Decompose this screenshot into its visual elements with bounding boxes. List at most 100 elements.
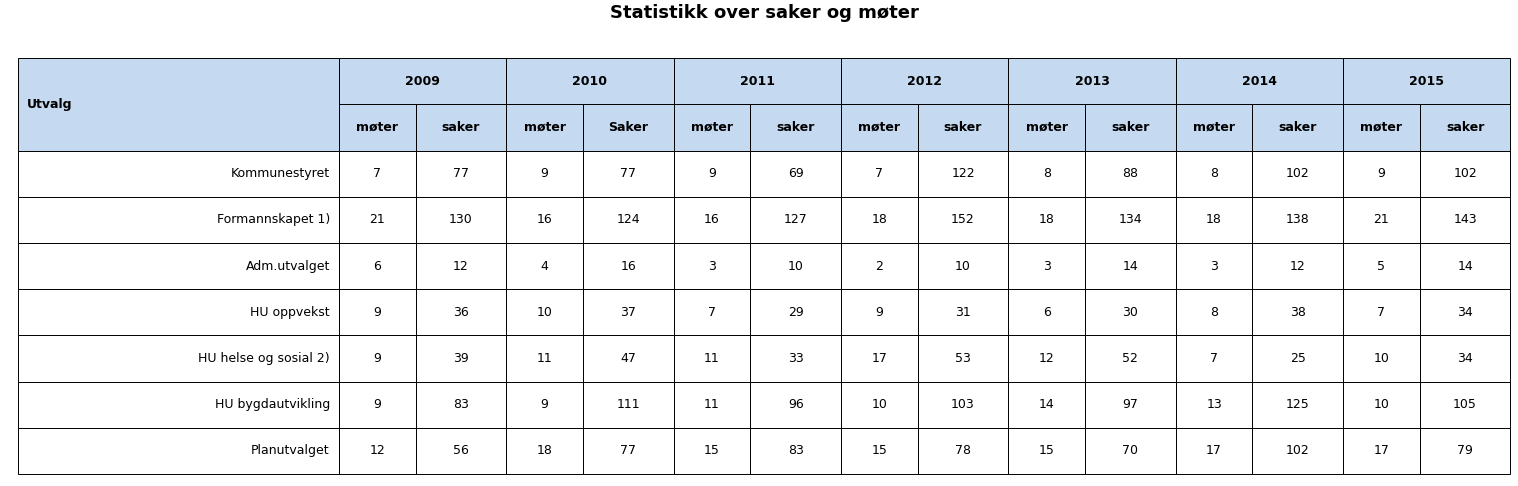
Bar [1008, 428, 1085, 474]
Text: 11: 11 [537, 352, 553, 365]
Text: 18: 18 [1038, 213, 1055, 226]
Text: Saker: Saker [609, 121, 648, 134]
Text: 47: 47 [621, 352, 636, 365]
Bar [1176, 428, 1252, 474]
Bar [674, 58, 841, 104]
Bar [507, 335, 583, 382]
Text: 77: 77 [621, 444, 636, 457]
Bar [750, 428, 841, 474]
Text: 10: 10 [537, 306, 553, 319]
Text: 17: 17 [1374, 444, 1389, 457]
Text: 10: 10 [871, 398, 888, 411]
Bar [18, 335, 339, 382]
Bar [339, 104, 416, 151]
Bar [841, 382, 918, 428]
Text: 53: 53 [955, 352, 972, 365]
Text: 77: 77 [621, 167, 636, 180]
Bar [339, 335, 416, 382]
Text: 3: 3 [1043, 260, 1050, 273]
Bar [750, 104, 841, 151]
Bar [918, 151, 1008, 197]
Bar [507, 104, 583, 151]
Text: 111: 111 [616, 398, 641, 411]
Bar [750, 197, 841, 243]
Bar [339, 243, 416, 289]
Bar [416, 197, 507, 243]
Bar [1343, 58, 1510, 104]
Text: 2014: 2014 [1242, 75, 1277, 88]
Bar [339, 428, 416, 474]
Bar [583, 151, 674, 197]
Text: 134: 134 [1119, 213, 1142, 226]
Bar [1419, 151, 1510, 197]
Bar [1252, 382, 1343, 428]
Text: 12: 12 [452, 260, 469, 273]
Bar [1176, 335, 1252, 382]
Bar [583, 289, 674, 335]
Bar [583, 428, 674, 474]
Bar [841, 428, 918, 474]
Bar [750, 382, 841, 428]
Bar [1252, 243, 1343, 289]
Bar [1419, 197, 1510, 243]
Text: 83: 83 [788, 444, 803, 457]
Bar [1008, 58, 1176, 104]
Text: saker: saker [777, 121, 815, 134]
Bar [1176, 197, 1252, 243]
Text: saker: saker [1447, 121, 1485, 134]
Text: 79: 79 [1457, 444, 1472, 457]
Text: 9: 9 [540, 398, 548, 411]
Text: 7: 7 [707, 306, 716, 319]
Bar [339, 58, 507, 104]
Text: 17: 17 [871, 352, 888, 365]
Bar [1085, 197, 1176, 243]
Bar [1085, 428, 1176, 474]
Bar [583, 243, 674, 289]
Text: 7: 7 [1377, 306, 1386, 319]
Bar [1176, 104, 1252, 151]
Bar [1343, 335, 1419, 382]
Bar [841, 151, 918, 197]
Text: møter: møter [1026, 121, 1067, 134]
Text: 15: 15 [704, 444, 720, 457]
Bar [1008, 104, 1085, 151]
Text: 78: 78 [955, 444, 972, 457]
Bar [1176, 243, 1252, 289]
Bar [918, 289, 1008, 335]
Text: 8: 8 [1210, 167, 1217, 180]
Bar [841, 58, 1008, 104]
Text: 39: 39 [452, 352, 469, 365]
Bar [1343, 197, 1419, 243]
Text: 2011: 2011 [739, 75, 774, 88]
Text: 122: 122 [952, 167, 975, 180]
Text: 6: 6 [373, 260, 381, 273]
Bar [1419, 289, 1510, 335]
Bar [416, 104, 507, 151]
Bar [674, 335, 750, 382]
Text: 138: 138 [1286, 213, 1310, 226]
Text: 8: 8 [1043, 167, 1050, 180]
Text: 2: 2 [876, 260, 883, 273]
Text: 105: 105 [1453, 398, 1477, 411]
Bar [1252, 151, 1343, 197]
Bar [583, 382, 674, 428]
Text: 14: 14 [1122, 260, 1138, 273]
Bar [750, 243, 841, 289]
Text: 143: 143 [1453, 213, 1477, 226]
Text: Formannskapet 1): Formannskapet 1) [217, 213, 329, 226]
Text: 2012: 2012 [908, 75, 943, 88]
Bar [416, 428, 507, 474]
Text: 9: 9 [1377, 167, 1386, 180]
Text: 11: 11 [704, 398, 720, 411]
Text: møter: møter [691, 121, 733, 134]
Text: 34: 34 [1457, 306, 1472, 319]
Bar [507, 151, 583, 197]
Bar [918, 428, 1008, 474]
Bar [918, 104, 1008, 151]
Bar [674, 382, 750, 428]
Text: 77: 77 [452, 167, 469, 180]
Bar [1252, 428, 1343, 474]
Bar [339, 197, 416, 243]
Text: 33: 33 [788, 352, 803, 365]
Bar [507, 197, 583, 243]
